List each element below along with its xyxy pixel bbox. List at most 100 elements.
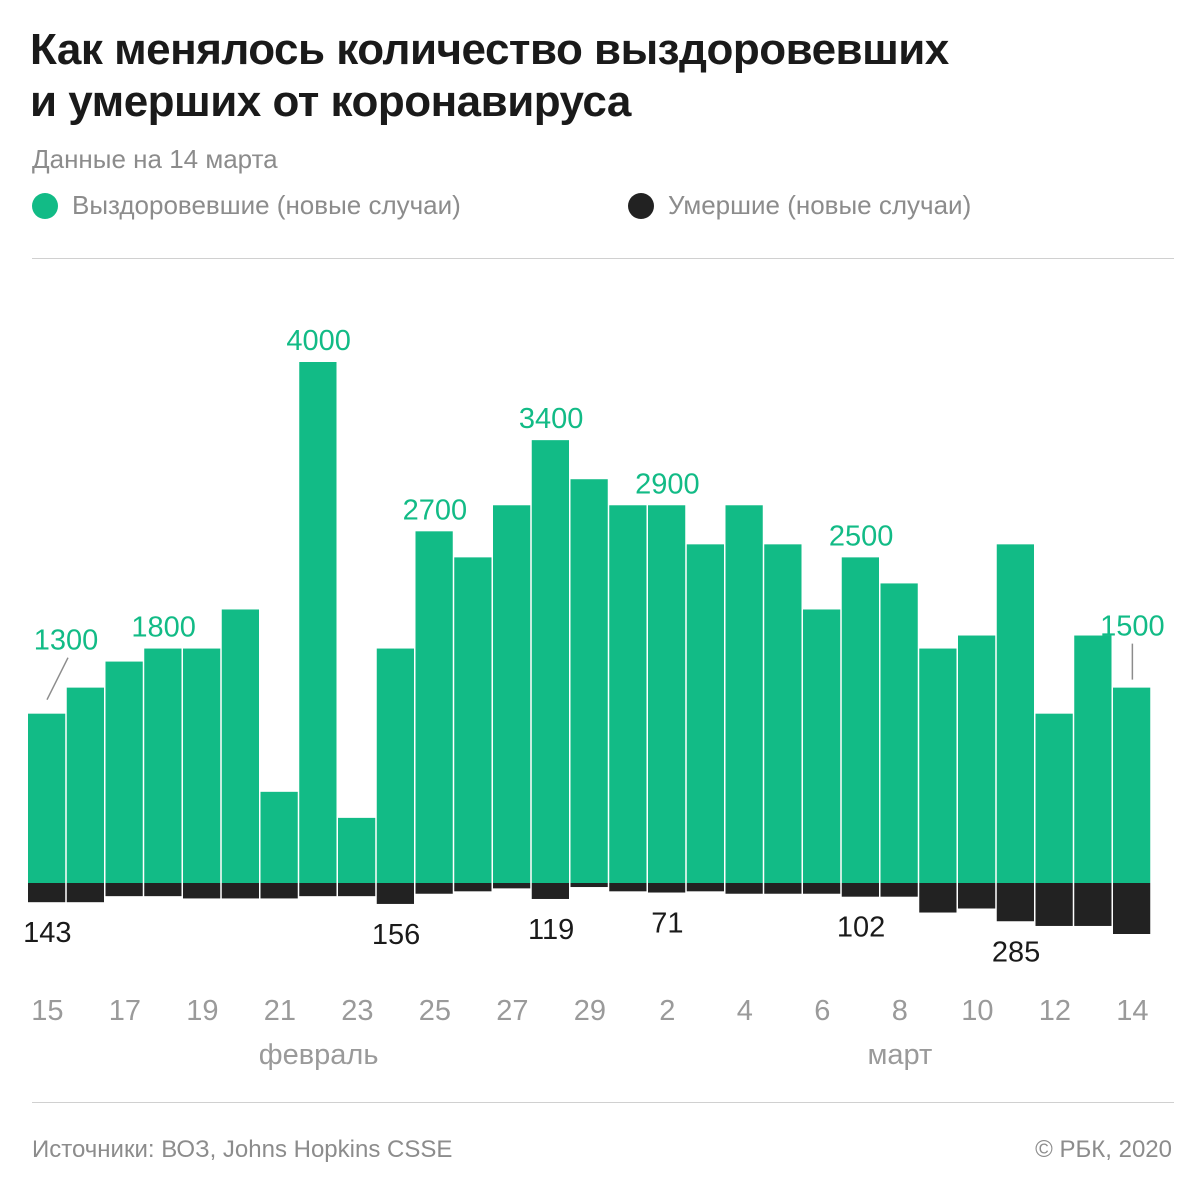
subtitle: Данные на 14 марта — [32, 144, 278, 174]
data-label-deaths: 119 — [528, 914, 574, 946]
x-tick-label: 25 — [419, 995, 451, 1027]
bar-deaths — [338, 883, 376, 897]
bar-deaths — [454, 883, 492, 892]
bar-recovered — [183, 648, 221, 883]
annotation-leader — [46, 657, 69, 701]
bar-recovered — [841, 557, 879, 883]
bar-deaths — [880, 883, 918, 897]
x-tick-label: 12 — [1039, 995, 1071, 1027]
bar-deaths — [260, 883, 298, 899]
bar-deaths — [28, 883, 66, 903]
top-divider — [32, 258, 1174, 259]
x-tick-label: 15 — [31, 995, 63, 1027]
title-line-2: и умерших от коронавируса — [30, 77, 631, 126]
bar-deaths — [803, 883, 841, 894]
bar-deaths — [570, 883, 608, 888]
bar-recovered — [299, 362, 337, 883]
bar-recovered — [531, 440, 569, 883]
bar-recovered — [454, 557, 492, 883]
bar-deaths — [609, 883, 647, 892]
data-label-recovered: 1800 — [131, 612, 196, 644]
bar-deaths — [144, 883, 182, 897]
bar-deaths — [919, 883, 957, 913]
bar-recovered — [648, 505, 686, 883]
data-label-deaths: 71 — [651, 908, 683, 940]
bottom-divider — [32, 1102, 1174, 1103]
bar-recovered — [996, 544, 1034, 883]
data-label-deaths: 285 — [992, 936, 1040, 968]
bar-recovered — [570, 479, 608, 883]
x-tick-label: 29 — [574, 995, 606, 1027]
legend-dot-deaths-icon — [628, 192, 654, 219]
bar-recovered — [338, 817, 376, 883]
data-label-recovered: 4000 — [286, 325, 351, 357]
legend: Выздоровевшие (новые случаи) Умершие (но… — [32, 190, 1172, 230]
source-note: Источники: ВОЗ, Johns Hopkins CSSE — [32, 1136, 453, 1163]
bar-recovered — [725, 505, 763, 883]
bar-recovered — [28, 713, 66, 883]
bar-deaths — [531, 883, 569, 899]
bar-recovered — [919, 648, 957, 883]
data-label-recovered: 2900 — [635, 468, 700, 500]
bar-deaths — [493, 883, 531, 889]
x-tick-label: 19 — [186, 995, 218, 1027]
x-tick-label: 8 — [892, 995, 908, 1027]
bar-deaths — [183, 883, 221, 899]
x-tick-label: 14 — [1116, 995, 1148, 1027]
bar-recovered — [880, 583, 918, 883]
bar-deaths — [841, 883, 879, 897]
x-tick-label: 4 — [737, 995, 753, 1027]
month-label: февраль — [259, 1039, 379, 1071]
legend-item-recovered: Выздоровевшие (новые случаи) — [32, 190, 461, 221]
bar-deaths — [686, 883, 724, 892]
x-tick-label: 10 — [961, 995, 993, 1027]
bar-deaths — [66, 883, 104, 903]
x-tick-label: 2 — [659, 995, 675, 1027]
x-tick-label: 6 — [814, 995, 830, 1027]
data-label-recovered: 1500 — [1100, 611, 1165, 643]
bar-deaths — [299, 883, 337, 897]
bar-recovered — [493, 505, 531, 883]
bar-deaths — [958, 883, 996, 909]
data-label-recovered: 2500 — [829, 520, 894, 552]
legend-label-deaths: Умершие (новые случаи) — [668, 190, 972, 220]
month-label: март — [867, 1039, 932, 1071]
legend-item-deaths: Умершие (новые случаи) — [628, 190, 971, 221]
bar-deaths — [725, 883, 763, 894]
bar-recovered — [764, 544, 802, 883]
bar-recovered — [221, 609, 259, 883]
data-label-recovered: 2700 — [403, 494, 468, 526]
bar-deaths — [1113, 883, 1151, 934]
x-tick-label: 17 — [109, 995, 141, 1027]
bar-recovered — [1113, 687, 1151, 883]
bar-recovered — [1035, 713, 1073, 883]
bar-deaths — [648, 883, 686, 893]
bar-recovered — [609, 505, 647, 883]
bar-recovered — [1074, 635, 1112, 883]
page-title: Как менялось количество выздоровевших и … — [30, 24, 1170, 128]
bar-recovered — [144, 648, 182, 883]
bar-recovered — [376, 648, 414, 883]
data-label-deaths: 143 — [23, 917, 71, 949]
bar-deaths — [996, 883, 1034, 922]
bar-recovered — [803, 609, 841, 883]
bar-chart: 1300 1800 4000 2700 3400 2900 2500 1500 143 15 6 11… — [23, 325, 1165, 1071]
legend-label-recovered: Выздоровевшие (новые случаи) — [72, 190, 461, 220]
bar-deaths — [764, 883, 802, 894]
x-tick-label: 21 — [264, 995, 296, 1027]
bar-recovered — [686, 544, 724, 883]
copyright: © РБК, 2020 — [1035, 1136, 1172, 1163]
bar-deaths — [1035, 883, 1073, 926]
data-label-deaths: 102 — [837, 912, 885, 944]
x-tick-label: 27 — [496, 995, 528, 1027]
bar-recovered — [66, 687, 104, 883]
x-tick-label: 23 — [341, 995, 373, 1027]
bar-deaths — [105, 883, 143, 897]
title-line-1: Как менялось количество выздоровевших — [30, 25, 949, 74]
data-label-recovered: 1300 — [34, 625, 99, 657]
bar-recovered — [958, 635, 996, 883]
data-label-recovered: 3400 — [519, 403, 584, 435]
bar-deaths — [1074, 883, 1112, 926]
bar-recovered — [260, 791, 298, 883]
bar-recovered — [415, 531, 453, 883]
